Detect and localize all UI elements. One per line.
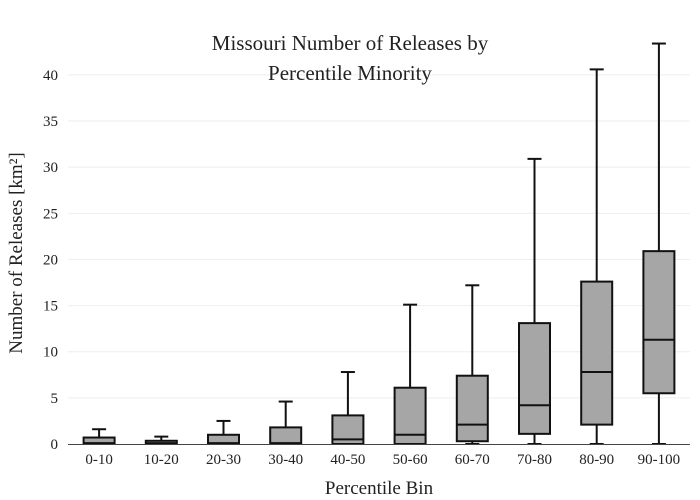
- x-tick-label: 20-30: [206, 452, 241, 468]
- y-axis-label: Number of Releases [km²]: [6, 152, 27, 353]
- iqr-box: [642, 250, 676, 395]
- y-tick-label: 35: [43, 114, 58, 130]
- y-tick-label: 30: [43, 160, 58, 176]
- iqr-box: [580, 280, 614, 426]
- box-0-10: [82, 428, 116, 446]
- box-80-90: [580, 68, 614, 445]
- box-70-80: [518, 157, 551, 445]
- tick-labels: 0 5 10 15 20 25 30 35 40 0-10 10-20 20-30 30-40 40-50…: [43, 68, 680, 468]
- y-tick-label: 0: [51, 437, 59, 453]
- iqr-box: [455, 374, 489, 443]
- box-50-60: [393, 303, 427, 445]
- x-tick-label: 60-70: [455, 452, 490, 468]
- y-tick-label: 40: [43, 68, 58, 84]
- x-tick-label: 50-60: [393, 452, 428, 468]
- box-40-50: [331, 371, 365, 445]
- y-tick-label: 15: [43, 299, 58, 315]
- box-30-40: [269, 400, 303, 445]
- box-series: [82, 42, 676, 446]
- x-tick-label: 30-40: [268, 452, 303, 468]
- y-tick-label: 10: [43, 345, 58, 361]
- iqr-box: [269, 426, 303, 445]
- box-10-20: [144, 435, 178, 445]
- box-60-70: [455, 284, 489, 445]
- y-tick-label: 20: [43, 252, 58, 268]
- iqr-box: [518, 322, 551, 435]
- x-axis-label: Percentile Bin: [325, 478, 434, 499]
- x-tick-label: 90-100: [638, 452, 681, 468]
- y-tick-label: 25: [43, 206, 58, 222]
- grid-lines: [68, 74, 690, 399]
- box-90-100: [642, 42, 676, 445]
- x-tick-label: 0-10: [85, 452, 113, 468]
- chart-title-line-2: Percentile Minority: [268, 61, 432, 85]
- box-20-30: [207, 419, 240, 446]
- x-tick-label: 40-50: [330, 452, 365, 468]
- y-tick-label: 5: [51, 391, 59, 407]
- x-tick-label: 70-80: [517, 452, 552, 468]
- x-tick-label: 80-90: [579, 452, 614, 468]
- x-tick-label: 10-20: [144, 452, 179, 468]
- chart-title-line-1: Missouri Number of Releases by: [212, 31, 489, 55]
